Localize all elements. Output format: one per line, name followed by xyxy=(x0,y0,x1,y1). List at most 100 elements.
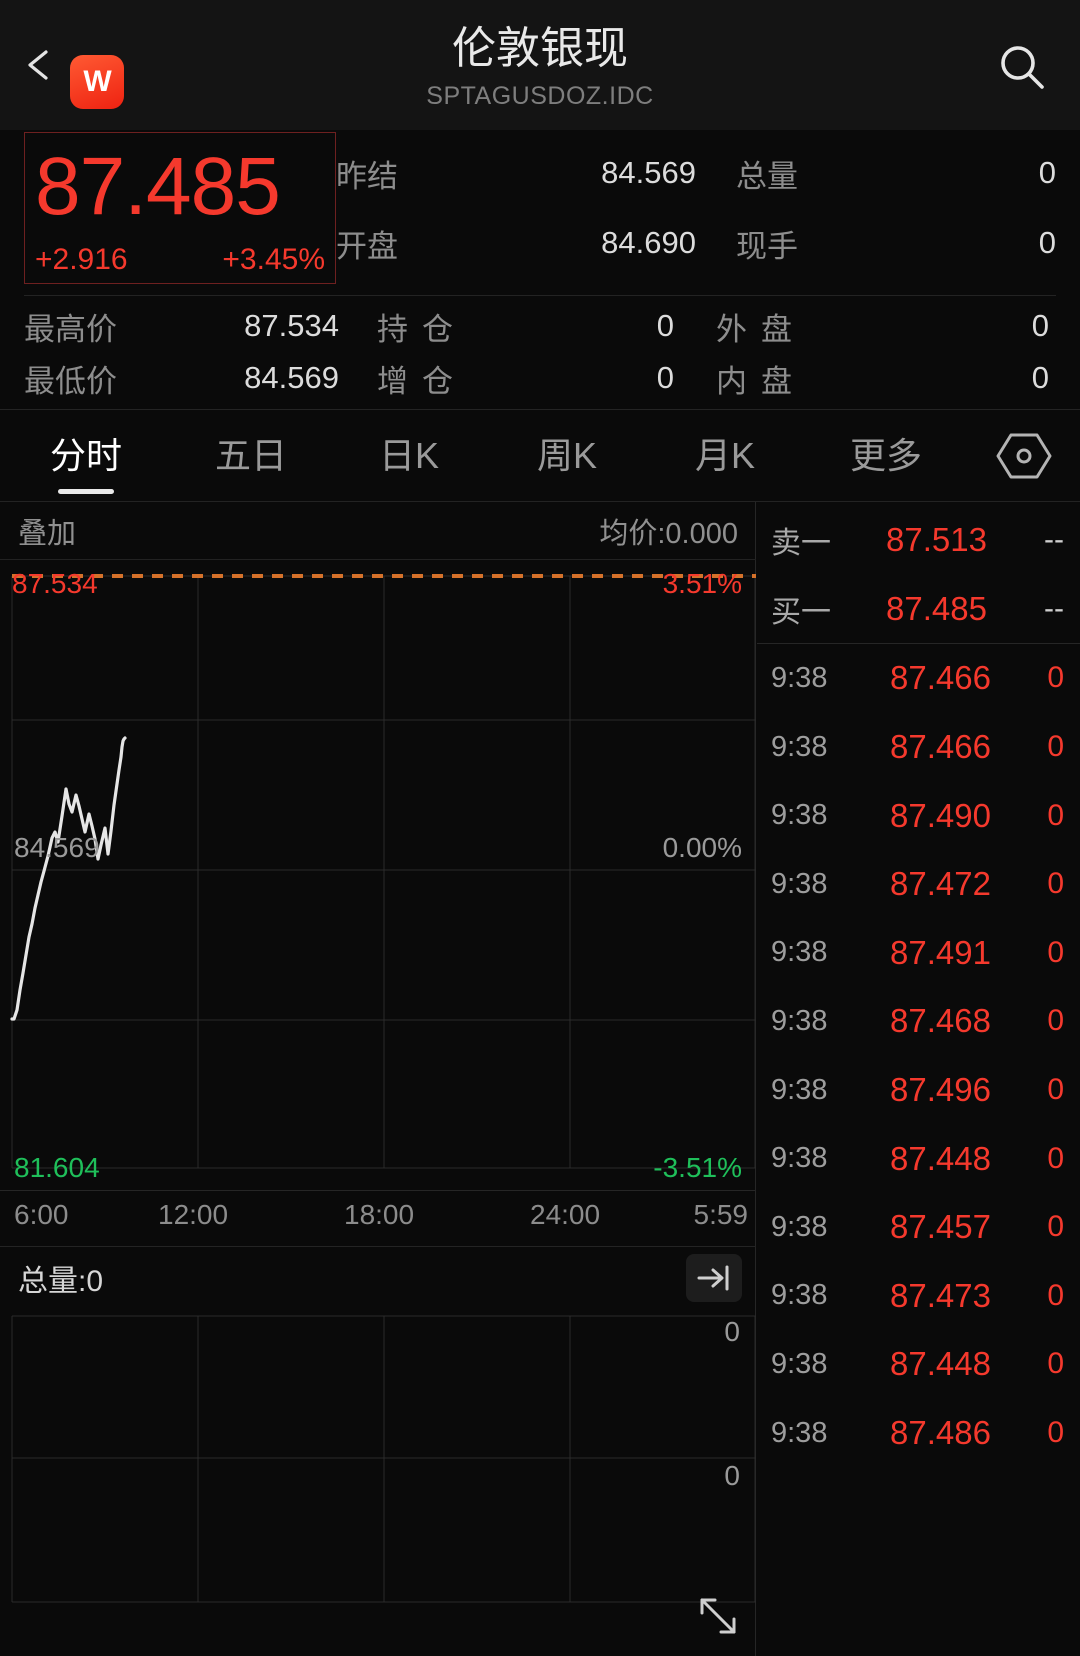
chart-area: 叠加 均价:0.000 xyxy=(0,502,1080,1656)
tab-label: 日K xyxy=(378,434,439,476)
scroll-to-latest-button[interactable] xyxy=(686,1253,742,1302)
tick-volume: 0 xyxy=(1047,798,1064,832)
app-header: W 伦敦银现 SPTAGUSDOZ.IDC xyxy=(0,0,1080,130)
stat-label-inner-volume: 内盘 xyxy=(716,363,806,399)
tab-monthly-k[interactable]: 月K xyxy=(646,410,804,502)
tick-row[interactable]: 9:38 87.472 0 xyxy=(757,850,1080,919)
last-price: 87.485 xyxy=(35,141,281,232)
tick-row[interactable]: 9:38 87.486 0 xyxy=(757,1399,1080,1468)
expand-diagonal-icon xyxy=(700,1598,736,1634)
tick-volume: 0 xyxy=(1047,730,1064,764)
volume-header: 总量:0 xyxy=(0,1246,756,1308)
ask-price: 87.513 xyxy=(886,521,987,559)
tick-price: 87.466 xyxy=(890,728,991,766)
chevron-left-icon xyxy=(28,50,48,80)
stat-row: 开盘 84.690 现手 0 xyxy=(336,208,1056,278)
tick-price: 87.457 xyxy=(890,1208,991,1246)
tick-row[interactable]: 9:38 87.448 0 xyxy=(757,1330,1080,1399)
stat-label-prev-close: 昨结 xyxy=(336,158,398,194)
tab-weekly-k[interactable]: 周K xyxy=(488,410,646,502)
bid-row[interactable]: 买一 87.485 -- xyxy=(757,575,1080,644)
tick-row[interactable]: 9:38 87.491 0 xyxy=(757,919,1080,988)
tick-price: 87.490 xyxy=(890,796,991,834)
stat-label-open-interest: 持仓 xyxy=(377,311,467,347)
average-price-label: 均价:0.000 xyxy=(599,517,738,550)
tick-row[interactable]: 9:38 87.466 0 xyxy=(757,644,1080,713)
tick-price: 87.448 xyxy=(890,1139,991,1177)
chart-settings-button[interactable] xyxy=(968,427,1080,485)
tick-row[interactable]: 9:38 87.496 0 xyxy=(757,1056,1080,1125)
time-tick-0: 6:00 xyxy=(14,1199,69,1230)
tab-label: 五日 xyxy=(214,434,287,476)
tick-time: 9:38 xyxy=(771,1004,828,1037)
tick-row[interactable]: 9:38 87.490 0 xyxy=(757,781,1080,850)
tick-volume: 0 xyxy=(1047,661,1064,695)
stat-value-open: 84.690 xyxy=(601,225,696,260)
overlay-button[interactable]: 叠加 xyxy=(18,517,77,550)
stat-value-total-volume: 0 xyxy=(1038,155,1056,190)
time-tick-4: 5:59 xyxy=(693,1199,749,1230)
stats-top: 昨结 84.569 总量 0 开盘 84.690 现手 0 xyxy=(336,138,1056,278)
time-tick-3: 24:00 xyxy=(530,1199,601,1230)
stat-label-low: 最低价 xyxy=(24,363,117,399)
tick-row[interactable]: 9:38 87.473 0 xyxy=(757,1262,1080,1331)
search-icon xyxy=(1001,46,1044,89)
volume-axis-label-top: 0 xyxy=(724,1316,740,1347)
stat-label-total-volume: 总量 xyxy=(736,158,798,194)
time-tick-2: 18:00 xyxy=(344,1199,415,1230)
tab-label: 月K xyxy=(694,434,755,476)
stat-value-low: 84.569 xyxy=(244,360,339,395)
tick-time: 9:38 xyxy=(771,1210,828,1243)
expand-chart-button[interactable] xyxy=(694,1592,742,1640)
tick-time: 9:38 xyxy=(771,1347,828,1380)
axis-label-mid-pct: 0.00% xyxy=(662,832,742,863)
volume-axis-label-bottom: 0 xyxy=(724,1460,740,1491)
tick-volume: 0 xyxy=(1047,1278,1064,1312)
volume-chart[interactable]: 0 0 xyxy=(0,1308,756,1656)
chart-toolbar: 叠加 均价:0.000 xyxy=(0,502,756,560)
chart-time-axis: 6:00 12:00 18:00 24:00 5:59 xyxy=(0,1190,756,1246)
tick-time: 9:38 xyxy=(771,799,828,832)
back-button[interactable] xyxy=(22,48,56,82)
tab-intraday[interactable]: 分时 xyxy=(0,410,172,502)
app-logo[interactable]: W xyxy=(70,55,124,109)
search-button[interactable] xyxy=(994,40,1050,96)
tick-row[interactable]: 9:38 87.468 0 xyxy=(757,987,1080,1056)
stat-row: 最低价 84.569 增仓 0 内盘 0 xyxy=(24,352,1056,404)
time-tick-1: 12:00 xyxy=(158,1199,229,1230)
tick-row[interactable]: 9:38 87.448 0 xyxy=(757,1124,1080,1193)
intraday-line-chart[interactable]: 87.534 3.51% 84.569 0.00% 81.604 -3.51% xyxy=(0,560,756,1190)
volume-canvas xyxy=(11,1315,756,1603)
axis-label-low-price: 81.604 xyxy=(14,1152,100,1183)
price-line xyxy=(10,736,127,1021)
stat-label-high: 最高价 xyxy=(24,311,117,347)
stat-label-open: 开盘 xyxy=(336,228,398,264)
title-block: 伦敦银现 SPTAGUSDOZ.IDC xyxy=(0,20,1080,114)
last-price-box[interactable]: 87.485 +2.916 +3.45% xyxy=(24,132,336,284)
chart-period-tabs: 分时 五日 日K 周K 月K 更多 xyxy=(0,410,1080,502)
stat-value-prev-close: 84.569 xyxy=(601,155,696,190)
tab-more[interactable]: 更多 xyxy=(804,410,968,502)
app-logo-text: W xyxy=(83,65,111,98)
tick-price: 87.466 xyxy=(890,659,991,697)
stats-bottom: 最高价 87.534 持仓 0 外盘 0 最低价 84.569 增仓 0 内盘 … xyxy=(24,295,1056,404)
tick-row[interactable]: 9:38 87.457 0 xyxy=(757,1193,1080,1262)
stat-label-outer-volume: 外盘 xyxy=(716,311,806,347)
tab-five-day[interactable]: 五日 xyxy=(172,410,330,502)
tick-price: 87.448 xyxy=(890,1345,991,1383)
axis-label-high-price: 87.534 xyxy=(12,568,98,599)
tick-row[interactable]: 9:38 87.466 0 xyxy=(757,713,1080,782)
tick-list[interactable]: 9:38 87.466 0 9:38 87.466 0 9:38 87.490 … xyxy=(757,644,1080,1467)
change-row: +2.916 +3.45% xyxy=(35,241,325,279)
tick-time: 9:38 xyxy=(771,730,828,763)
tick-time: 9:38 xyxy=(771,1416,828,1449)
tick-volume: 0 xyxy=(1047,935,1064,969)
tick-volume: 0 xyxy=(1047,1004,1064,1038)
tick-time: 9:38 xyxy=(771,1142,828,1175)
tab-daily-k[interactable]: 日K xyxy=(330,410,488,502)
volume-grid xyxy=(11,1315,756,1603)
ask-row[interactable]: 卖一 87.513 -- xyxy=(757,506,1080,575)
tab-label: 更多 xyxy=(849,434,922,476)
tick-time: 9:38 xyxy=(771,1073,828,1106)
stat-value-outer-volume: 0 xyxy=(1031,308,1049,343)
